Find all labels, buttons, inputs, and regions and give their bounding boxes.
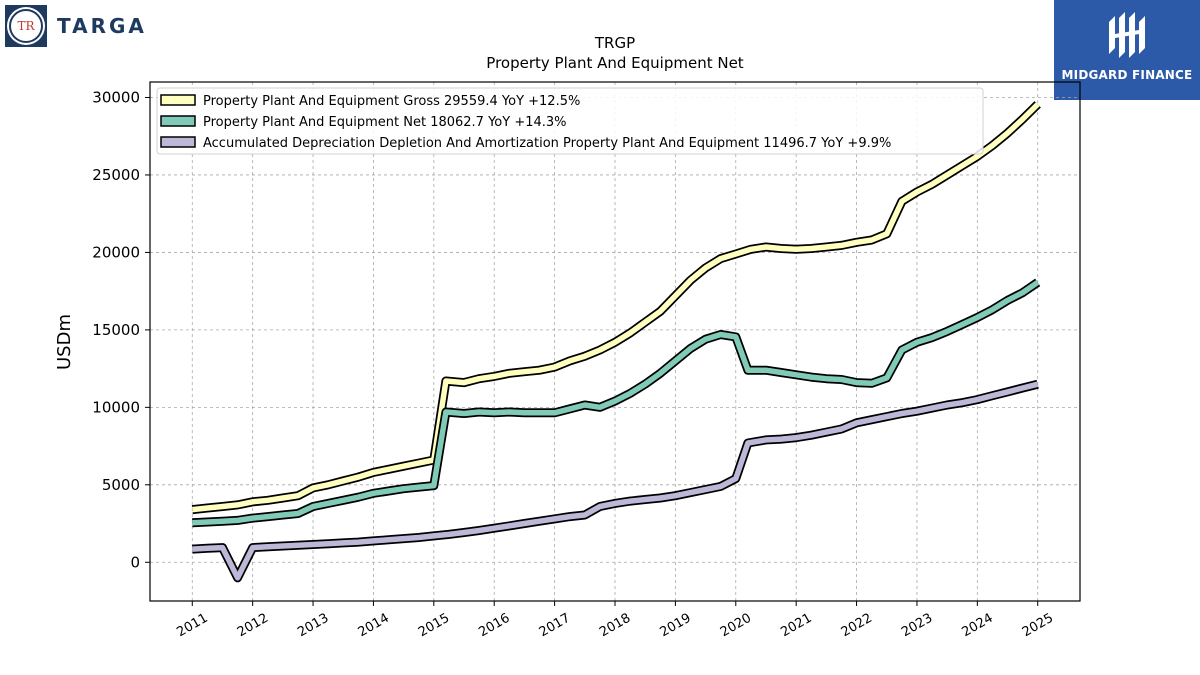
y-tick-label: 0: [130, 553, 140, 571]
x-tick-label: 2017: [537, 611, 573, 641]
legend-swatch: [160, 115, 196, 127]
legend-swatch: [160, 94, 196, 106]
x-tick-label: 2014: [356, 611, 392, 641]
midgard-emblem-icon: [1109, 12, 1145, 58]
x-tick-label: 2021: [778, 611, 814, 641]
legend-swatch: [160, 136, 196, 148]
legend-box: [156, 87, 984, 155]
series-3: [192, 379, 1039, 583]
y-tick-label: 10000: [92, 398, 140, 416]
x-tick-label: 2019: [658, 611, 694, 641]
y-tick-label: 25000: [92, 166, 140, 184]
series-2-line: [192, 280, 1040, 526]
series-3-line: [192, 381, 1039, 581]
y-tick-label: 15000: [92, 321, 140, 339]
x-tick-label: 2012: [235, 611, 271, 641]
y-axis-label: USDm: [54, 314, 75, 370]
x-tick-label: 2011: [174, 611, 210, 641]
x-tick-label: 2015: [416, 611, 452, 641]
x-tick-label: 2020: [718, 611, 754, 641]
targa-logo-text: TARGA: [57, 14, 147, 38]
x-tick-label: 2024: [960, 611, 996, 641]
x-tick-label: 2023: [899, 611, 935, 641]
legend-label: Accumulated Depreciation Depletion And A…: [203, 136, 891, 151]
y-tick-label: 5000: [102, 476, 140, 494]
legend-item-1: Property Plant And Equipment Gross 29559…: [160, 94, 580, 109]
x-tick-label: 2022: [839, 611, 875, 641]
legend-label: Property Plant And Equipment Gross 29559…: [203, 94, 580, 109]
legend: Property Plant And Equipment Gross 29559…: [156, 87, 984, 155]
y-tick-label: 20000: [92, 243, 140, 261]
midgard-logo-text: MIDGARD FINANCE: [1061, 68, 1193, 82]
x-tick-label: 2025: [1020, 611, 1056, 641]
series-1-line: [192, 102, 1040, 513]
targa-emblem-text: TR: [9, 9, 43, 43]
midgard-finance-logo: MIDGARD FINANCE: [1054, 0, 1200, 100]
y-tick-label: 30000: [92, 88, 140, 106]
legend-label: Property Plant And Equipment Net 18062.7…: [203, 115, 567, 130]
targa-logo: TR TARGA: [5, 5, 147, 47]
legend-item-2: Property Plant And Equipment Net 18062.7…: [160, 115, 567, 130]
legend-item-3: Accumulated Depreciation Depletion And A…: [160, 136, 891, 151]
series-2: [192, 278, 1041, 528]
targa-emblem-icon: TR: [5, 5, 47, 47]
x-tick-label: 2018: [597, 611, 633, 641]
x-tick-label: 2013: [295, 611, 331, 641]
x-tick-label: 2016: [476, 611, 512, 641]
chart-subtitle: Property Plant And Equipment Net: [486, 54, 743, 72]
series-lines: [191, 101, 1041, 583]
axis-ticks: 2011 2012 2013 2014 2015 2016 2017 2018 2019 2020…: [92, 88, 1056, 640]
chart-title: TRGP: [594, 34, 635, 52]
series-1: [191, 101, 1041, 515]
